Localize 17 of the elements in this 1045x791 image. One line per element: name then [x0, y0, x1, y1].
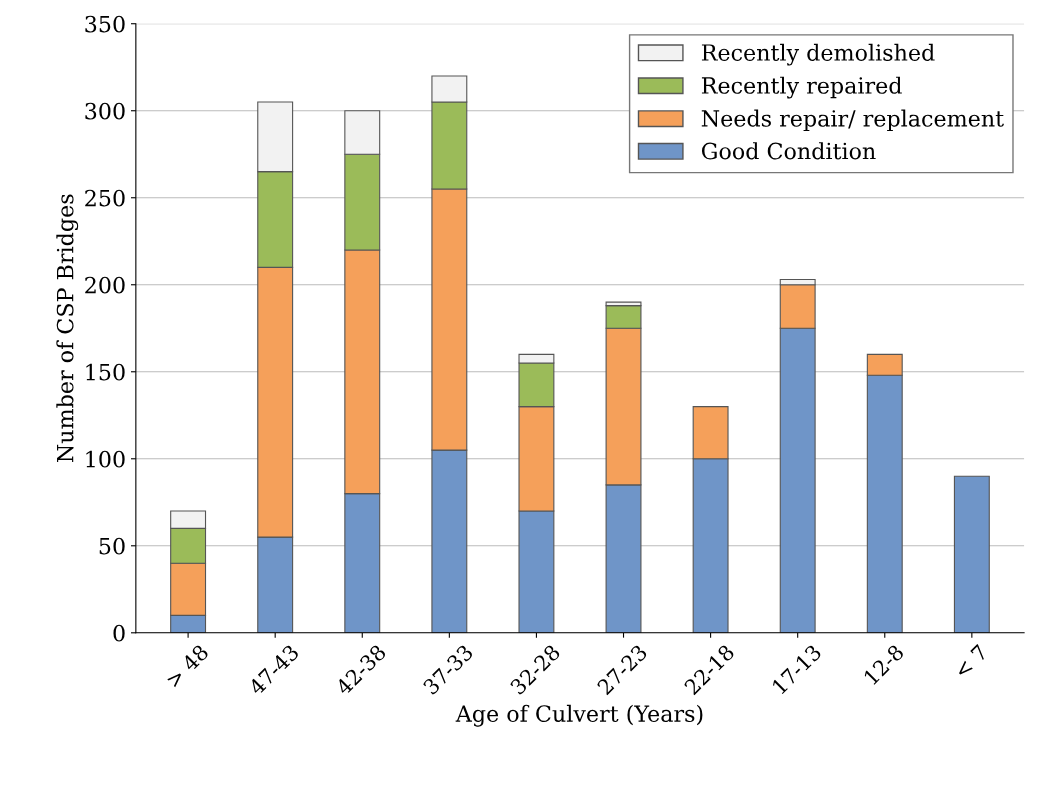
y-tick-label: 100	[86, 450, 125, 468]
y-axis-title: Number of CSP Bridges	[56, 194, 79, 463]
x-axis-title: Age of Culvert (Years)	[455, 704, 703, 727]
legend-label: Needs repair/ replacement	[701, 109, 1004, 132]
x-tick-label: > 48	[164, 643, 210, 689]
bar	[953, 475, 990, 633]
y-tick-label: 350	[85, 15, 125, 33]
y-tick-label: 250	[85, 189, 125, 207]
y-tick-label: 0	[113, 624, 125, 642]
y-tick-label: 150	[86, 363, 125, 381]
legend-label: Recently demolished	[701, 43, 935, 66]
legend-label: Good Condition	[701, 142, 876, 160]
y-tick-label: 300	[85, 102, 125, 120]
legend-label: Recently repaired	[701, 76, 902, 99]
y-tick-label: 200	[85, 276, 125, 294]
y-tick-label: 50	[99, 537, 125, 555]
x-tick-label: < 7	[953, 644, 989, 679]
